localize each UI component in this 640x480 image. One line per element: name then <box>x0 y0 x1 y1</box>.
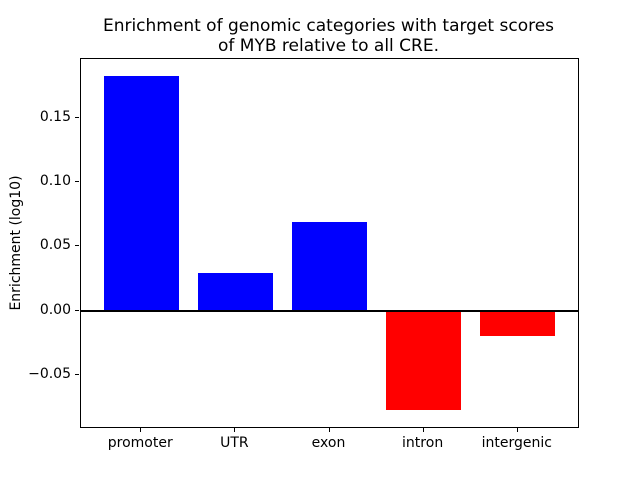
bar-exon <box>291 221 368 311</box>
x-tick-mark <box>516 428 518 432</box>
y-tick-mark <box>75 373 79 375</box>
bar-intergenic <box>480 310 556 337</box>
chart-title-line-2: of MYB relative to all CRE. <box>218 36 439 56</box>
x-tick-label-UTR: UTR <box>220 435 249 451</box>
y-tick-mark <box>75 116 79 118</box>
y-tick-mark <box>75 245 79 247</box>
y-tick-label: 0.00 <box>39 301 71 318</box>
y-tick-label: 0.15 <box>39 108 71 125</box>
x-tick-label-exon: exon <box>311 435 346 451</box>
bar-promoter <box>103 75 179 311</box>
x-tick-mark <box>422 428 424 432</box>
y-tick-mark <box>75 180 79 182</box>
bar-intron <box>385 310 462 411</box>
zero-line <box>81 309 578 312</box>
y-tick-label: 0.10 <box>39 172 71 189</box>
y-tick-mark <box>75 309 79 311</box>
chart-title-line-1: Enrichment of genomic categories with ta… <box>102 16 555 36</box>
bar-UTR <box>197 272 274 311</box>
x-tick-label-promoter: promoter <box>107 435 173 451</box>
chart-title: Enrichment of genomic categories with ta… <box>80 16 577 56</box>
y-tick-label: 0.05 <box>39 237 71 254</box>
plot-area <box>80 58 579 428</box>
x-tick-mark <box>328 428 330 432</box>
x-tick-mark <box>234 428 236 432</box>
x-tick-mark <box>140 428 142 432</box>
x-tick-label-intron: intron <box>402 435 444 451</box>
x-tick-label-intergenic: intergenic <box>481 435 552 451</box>
y-tick-label: −0.05 <box>28 365 71 382</box>
